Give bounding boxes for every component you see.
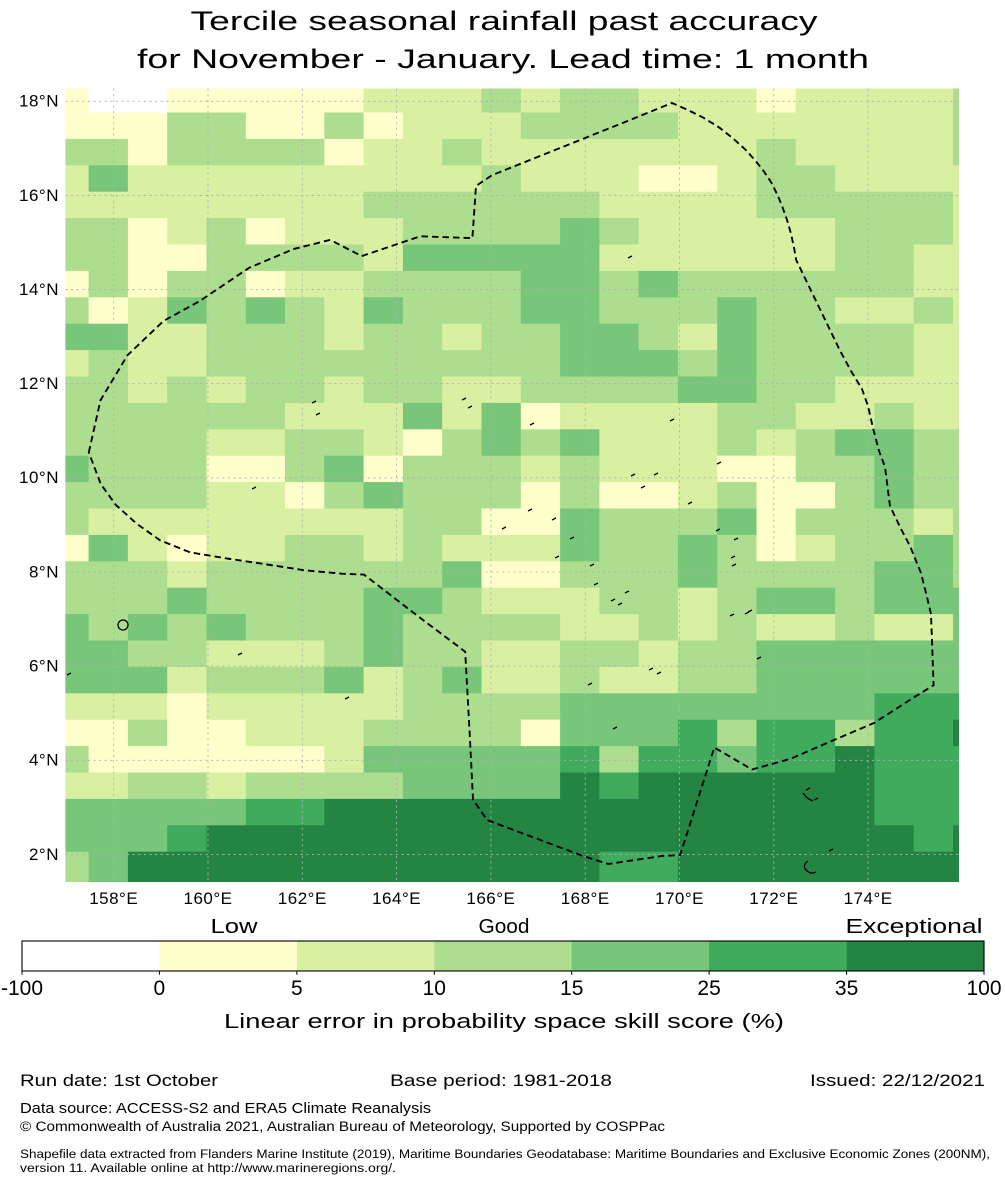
svg-text:16°N: 16°N — [19, 186, 59, 205]
svg-text:0: 0 — [154, 977, 166, 1000]
svg-text:for November - January. Lead t: for November - January. Lead time: 1 mon… — [137, 44, 869, 74]
svg-text:25: 25 — [697, 977, 720, 1000]
svg-text:170°E: 170°E — [655, 889, 704, 908]
svg-text:Exceptional: Exceptional — [846, 916, 983, 938]
svg-text:4°N: 4°N — [29, 751, 59, 770]
svg-text:Tercile seasonal rainfall past: Tercile seasonal rainfall past accuracy — [191, 6, 819, 36]
svg-text:166°E: 166°E — [466, 889, 515, 908]
svg-text:14°N: 14°N — [19, 280, 59, 299]
svg-text:15: 15 — [560, 977, 583, 1000]
svg-text:Issued: 22/12/2021: Issued: 22/12/2021 — [810, 1072, 985, 1090]
svg-text:174°E: 174°E — [844, 889, 893, 908]
svg-text:8°N: 8°N — [29, 562, 59, 581]
svg-text:162°E: 162°E — [278, 889, 327, 908]
svg-text:160°E: 160°E — [183, 889, 232, 908]
svg-text:Shapefile data extracted from: Shapefile data extracted from Flanders M… — [20, 1147, 990, 1161]
svg-text:Run date: 1st October: Run date: 1st October — [20, 1072, 219, 1090]
svg-text:Low: Low — [211, 916, 259, 938]
svg-text:12°N: 12°N — [19, 374, 59, 393]
svg-text:2°N: 2°N — [29, 845, 59, 864]
svg-text:158°E: 158°E — [89, 889, 138, 908]
svg-text:10°N: 10°N — [19, 468, 59, 487]
svg-text:5: 5 — [291, 977, 303, 1000]
svg-text:35: 35 — [835, 977, 858, 1000]
svg-text:Data source: ACCESS-S2 and ERA: Data source: ACCESS-S2 and ERA5 Climate … — [20, 1100, 431, 1117]
svg-text:© Commonwealth of Australia 20: © Commonwealth of Australia 2021, Austra… — [20, 1119, 665, 1134]
svg-text:6°N: 6°N — [29, 657, 59, 676]
svg-text:10: 10 — [423, 977, 446, 1000]
svg-text:164°E: 164°E — [372, 889, 421, 908]
svg-text:version 11. Available online a: version 11. Available online at http://w… — [20, 1161, 396, 1175]
svg-text:-100: -100 — [1, 977, 43, 1000]
svg-text:Linear error in probability sp: Linear error in probability space skill … — [224, 1010, 784, 1033]
svg-text:100: 100 — [966, 977, 1001, 1000]
svg-text:172°E: 172°E — [749, 889, 798, 908]
svg-text:18°N: 18°N — [19, 92, 59, 111]
svg-text:Base period: 1981-2018: Base period: 1981-2018 — [390, 1072, 612, 1090]
svg-text:Good: Good — [479, 916, 530, 938]
svg-text:168°E: 168°E — [561, 889, 610, 908]
